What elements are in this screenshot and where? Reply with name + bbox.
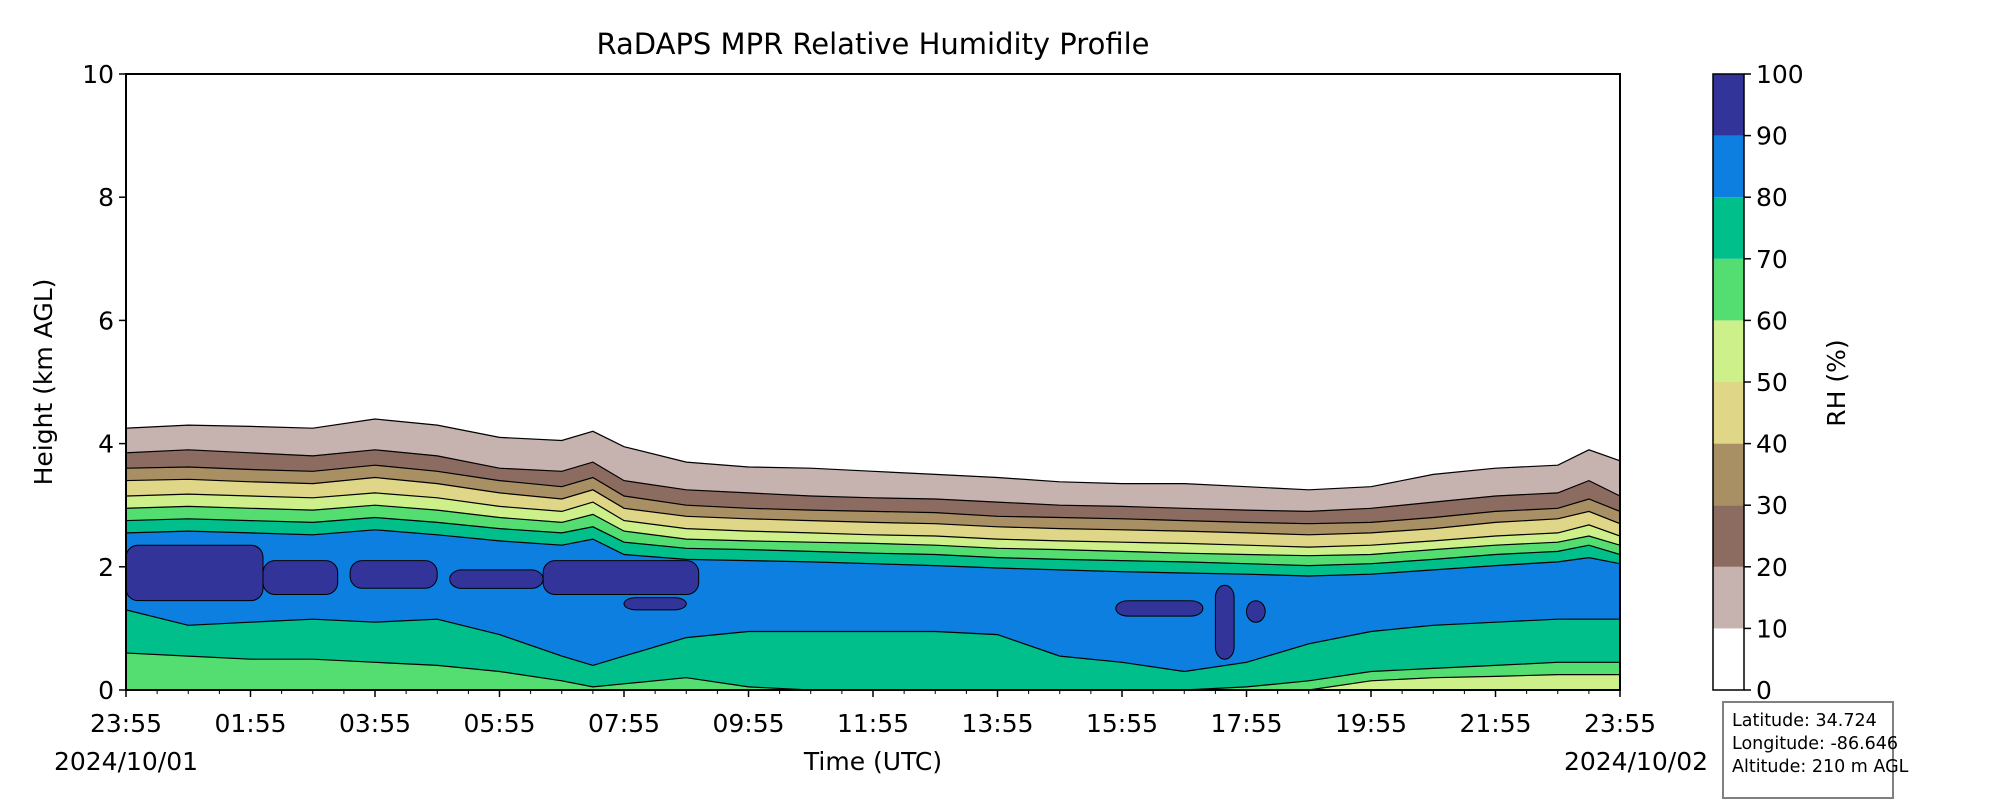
colorbar-tick-label: 70: [1756, 245, 1788, 274]
x-tick-label: 17:55: [1210, 709, 1282, 738]
plot-area: [126, 418, 1620, 690]
colorbar: 0 10 20 30 40 50 60 70 80 90 100: [1712, 60, 1804, 705]
y-tick-label: 0: [98, 676, 114, 705]
contour-line-lower-80: [126, 609, 1620, 673]
station-info-box: Latitude: 34.724 Longitude: -86.646 Alti…: [1722, 701, 1909, 799]
x-tick-label: 15:55: [1086, 709, 1158, 738]
rh-band-50-60-lower: [126, 674, 1620, 690]
rh-pocket-90-100-8: [1246, 600, 1266, 623]
colorbar-tick-label: 80: [1756, 183, 1788, 212]
x-tick-label: 05:55: [463, 709, 535, 738]
y-axis-label: Height (km AGL): [29, 279, 58, 486]
x-axis: 23:55 01:55 03:55 05:55 07:55 09:55 11:55 13:55…: [90, 690, 1656, 738]
colorbar-swatch-50: [1713, 320, 1744, 382]
chart-title: RaDAPS MPR Relative Humidity Profile: [597, 27, 1150, 61]
colorbar-swatch-60: [1713, 258, 1744, 321]
contour-line-lower-70: [126, 652, 1620, 690]
x-axis-label: Time (UTC): [803, 747, 942, 776]
start-date-label: 2024/10/01: [54, 747, 198, 776]
y-axis: 0 2 4 6 8 10: [82, 60, 126, 705]
x-tick-label: 11:55: [837, 709, 909, 738]
colorbar-tick-label: 60: [1756, 306, 1788, 335]
contour-line-60: [126, 504, 1620, 557]
y-tick-label: 2: [98, 553, 114, 582]
rh-pocket-90-100-4: [542, 560, 700, 595]
rh-pocket-90-100-6: [1115, 600, 1204, 617]
colorbar-swatch-70: [1713, 197, 1744, 259]
rh-pocket-90-100-0: [126, 544, 264, 602]
colorbar-tick-label: 30: [1756, 491, 1788, 520]
rh-pocket-90-100-3: [449, 569, 544, 589]
rh-band-70-80-lower: [126, 609, 1620, 690]
colorbar-tick-label: 20: [1756, 553, 1788, 582]
latitude-text: Latitude: 34.724: [1732, 711, 1877, 731]
contour-line-80: [126, 529, 1620, 577]
x-tick-label: 01:55: [214, 709, 286, 738]
contour-line-20: [126, 449, 1620, 513]
colorbar-tick-label: 50: [1756, 368, 1788, 397]
colorbar-tick-label: 100: [1756, 60, 1804, 89]
colorbar-swatch-80: [1713, 135, 1744, 198]
colorbar-tick-label: 90: [1756, 122, 1788, 151]
y-tick-label: 10: [82, 60, 114, 89]
colorbar-swatch-10: [1713, 566, 1744, 629]
rh-band-60-70-lower: [126, 653, 1620, 690]
x-tick-label: 13:55: [961, 709, 1033, 738]
contour-line-10: [126, 418, 1620, 491]
colorbar-tick-label: 0: [1756, 676, 1772, 705]
contour-line-lower-60: [126, 673, 1620, 690]
altitude-text: Altitude: 210 m AGL: [1732, 757, 1909, 777]
x-tick-label: 19:55: [1335, 709, 1407, 738]
colorbar-tick-label: 40: [1756, 430, 1788, 459]
rh-pocket-90-100-7: [1214, 584, 1235, 660]
colorbar-tick-label: 10: [1756, 614, 1788, 643]
rh-pocket-90-100-1: [262, 560, 339, 595]
x-tick-label: 21:55: [1459, 709, 1531, 738]
y-tick-label: 4: [98, 430, 114, 459]
longitude-text: Longitude: -86.646: [1732, 734, 1899, 754]
x-tick-label: 07:55: [588, 709, 660, 738]
colorbar-swatch-0: [1713, 628, 1744, 690]
x-tick-label: 23:55: [1584, 709, 1656, 738]
rh-pocket-90-100-5: [623, 597, 687, 611]
contour-line-30: [126, 464, 1620, 525]
x-tick-label: 03:55: [339, 709, 411, 738]
y-tick-label: 6: [98, 306, 114, 335]
colorbar-swatch-30: [1713, 443, 1744, 506]
rh-band-80-90: [126, 529, 1620, 672]
colorbar-swatch-90: [1713, 74, 1744, 136]
colorbar-label: RH (%): [1822, 339, 1851, 426]
x-tick-label: 23:55: [90, 709, 162, 738]
colorbar-swatch-40: [1713, 382, 1744, 444]
rh-pocket-90-100-2: [349, 560, 438, 589]
contour-line-50: [126, 492, 1620, 548]
contour-line-40: [126, 476, 1620, 536]
contour-line-70: [126, 516, 1620, 567]
end-date-label: 2024/10/02: [1564, 747, 1708, 776]
colorbar-swatch-20: [1713, 505, 1744, 567]
x-tick-label: 09:55: [712, 709, 784, 738]
y-tick-label: 8: [98, 183, 114, 212]
